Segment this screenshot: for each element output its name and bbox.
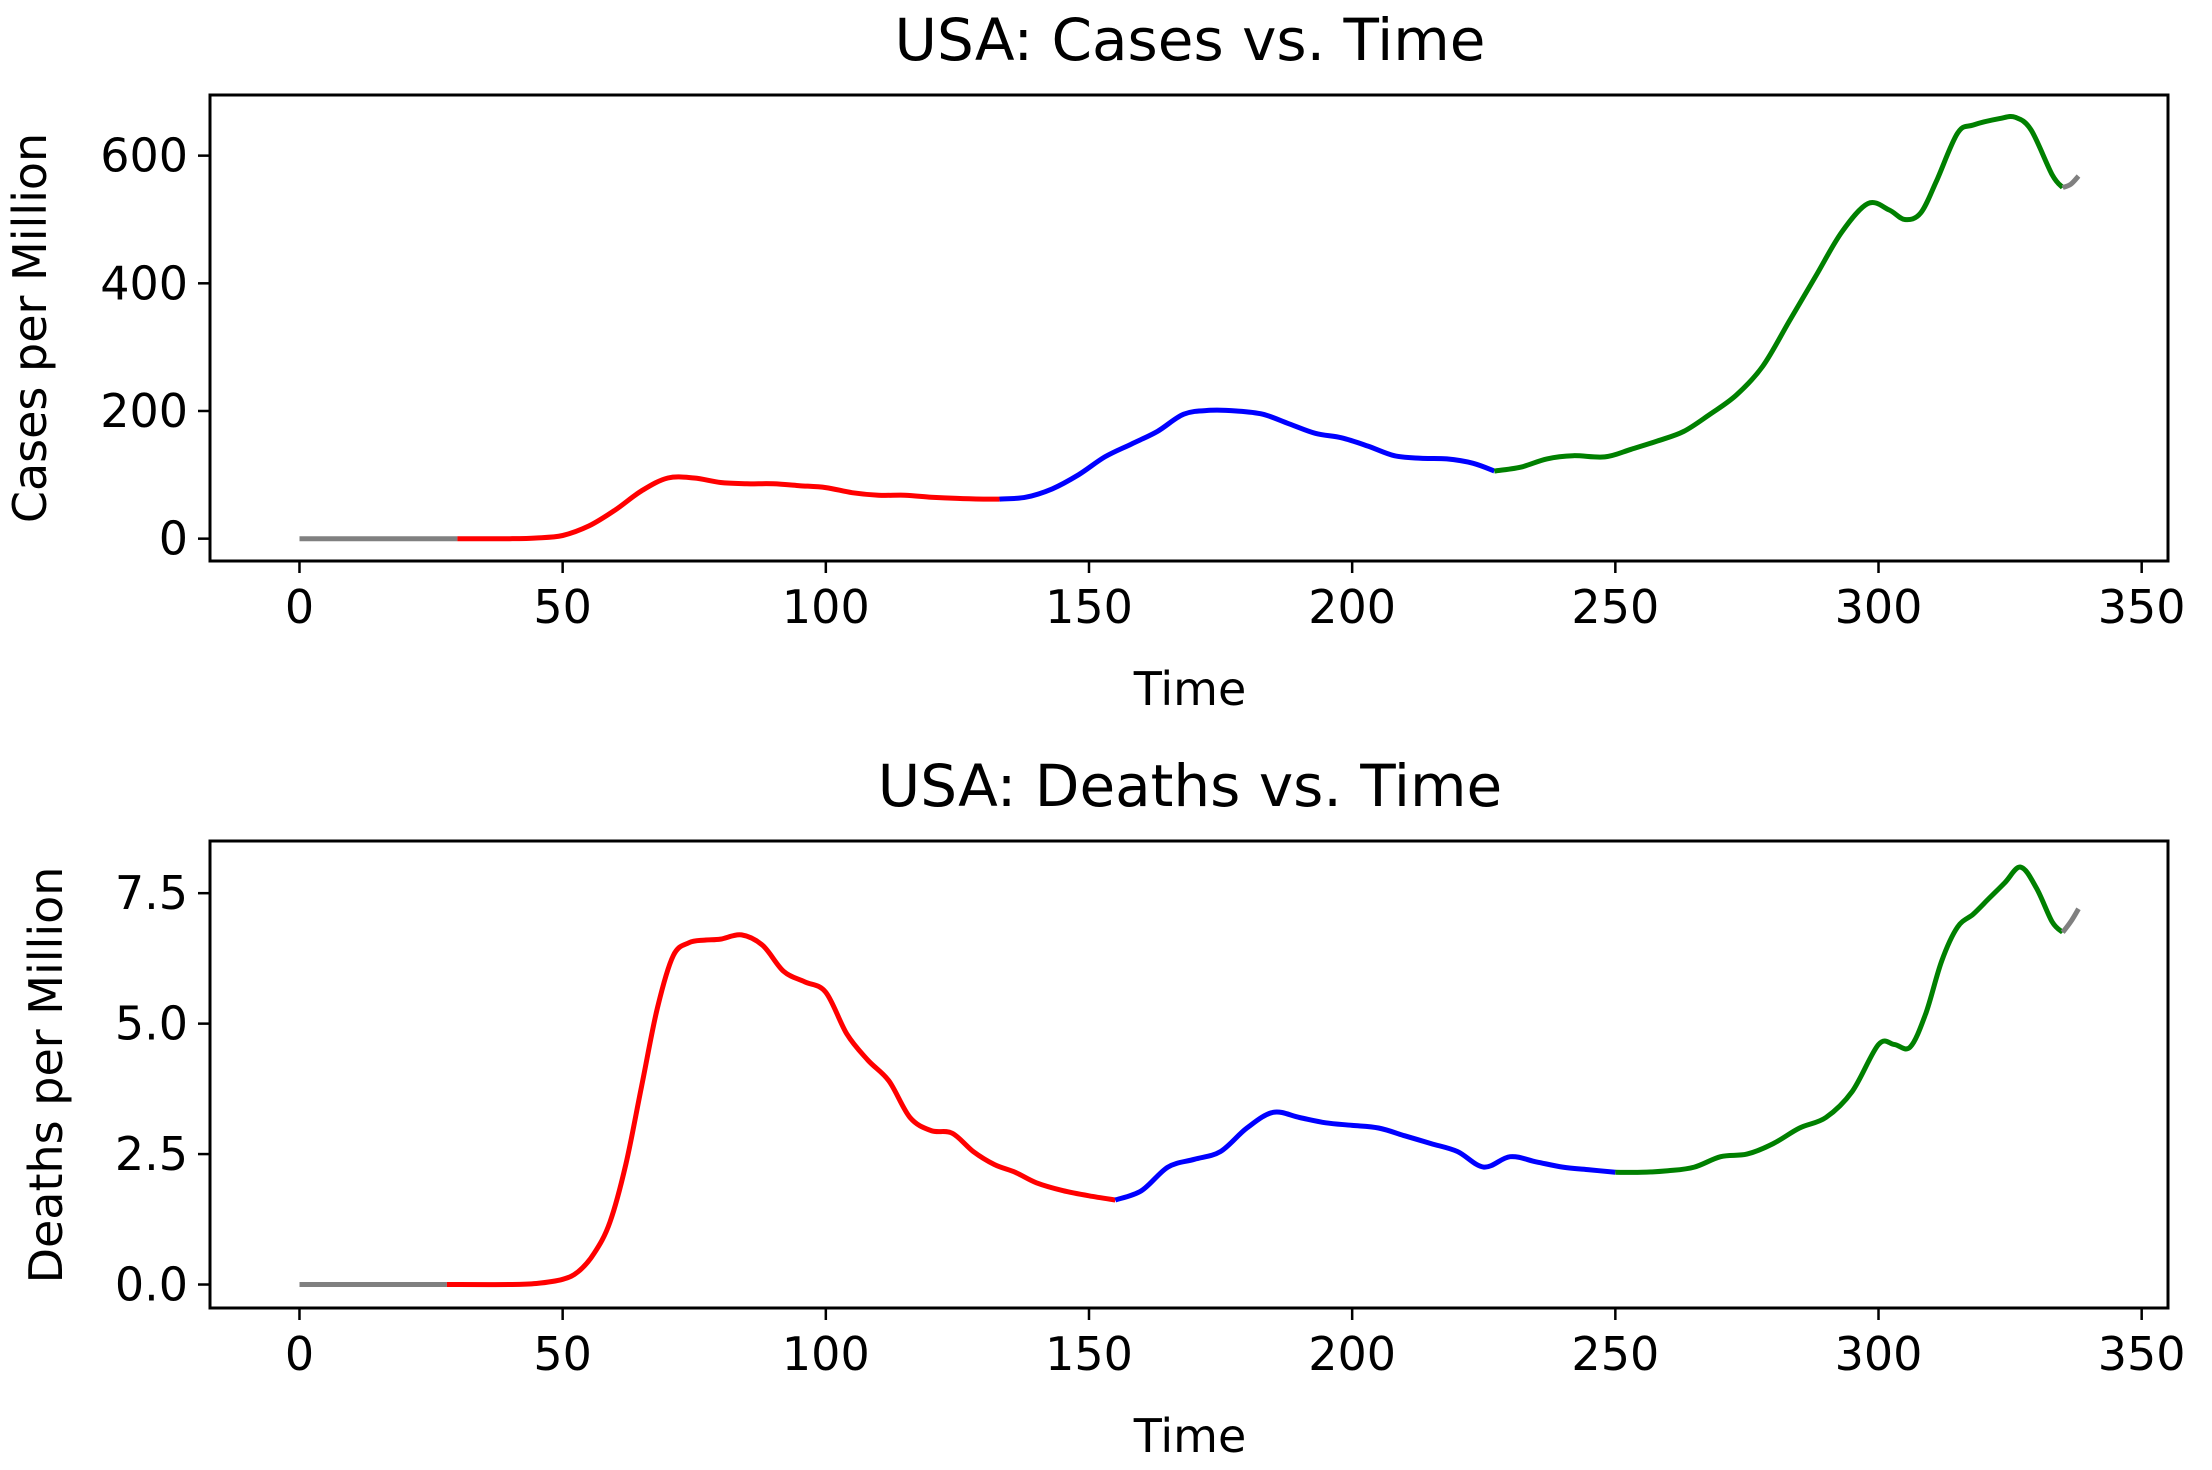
cases-plot-area: 0 50 100 150 200 250 300 350 0 200 400 600 [100, 93, 2186, 634]
cases-chart-panel: USA: Cases vs. Time Time Cases per Milli… [3, 6, 2186, 716]
deaths-x-tick-label: 150 [1045, 1327, 1133, 1381]
deaths-y-tick-label: 5.0 [115, 997, 188, 1051]
cases-y-axis-label: Cases per Million [3, 133, 57, 523]
deaths-x-tick-label: 50 [533, 1327, 592, 1381]
deaths-series-line-blue [1114, 1109, 1616, 1203]
deaths-x-tick-label: 300 [1835, 1327, 1923, 1381]
cases-series-line-green [1493, 114, 2065, 474]
cases-x-axis-label: Time [1133, 662, 1247, 716]
cases-y-tick-label: 200 [100, 384, 188, 438]
cases-x-tick-label: 100 [782, 580, 870, 634]
deaths-x-tick-label: 100 [782, 1327, 870, 1381]
cases-x-tick-label: 250 [1571, 580, 1659, 634]
deaths-series-line-green [1615, 864, 2065, 1175]
deaths-y-axis-label: Deaths per Million [19, 867, 73, 1284]
cases-y-tick-label: 600 [100, 129, 188, 183]
cases-x-tick-label: 200 [1308, 580, 1396, 634]
deaths-series-line-red [446, 932, 1116, 1288]
deaths-chart-panel: USA: Deaths vs. Time Time Deaths per Mil… [19, 752, 2186, 1463]
deaths-chart-title: USA: Deaths vs. Time [878, 752, 1502, 820]
cases-x-tick-label: 350 [2098, 580, 2186, 634]
cases-x-tick-label: 150 [1045, 580, 1133, 634]
cases-x-tick-label: 50 [533, 580, 592, 634]
cases-y-tick-label: 400 [100, 256, 188, 310]
cases-axes-frame [208, 93, 2170, 563]
cases-series-line-blue [999, 407, 1496, 502]
deaths-x-tick-label: 350 [2098, 1327, 2186, 1381]
deaths-x-axis-label: Time [1133, 1409, 1247, 1463]
deaths-x-tick-label: 250 [1571, 1327, 1659, 1381]
deaths-axes-frame [208, 839, 2170, 1310]
cases-series-line-red [457, 474, 1000, 542]
cases-x-tick-label: 0 [285, 580, 314, 634]
cases-series-line-gray [2061, 174, 2081, 190]
cases-x-tick-label: 300 [1835, 580, 1923, 634]
cases-chart-title: USA: Cases vs. Time [895, 6, 1486, 74]
deaths-y-tick-label: 2.5 [115, 1127, 188, 1181]
deaths-y-tick-label: 0.0 [115, 1258, 188, 1312]
deaths-y-tick-label: 7.5 [115, 866, 188, 920]
deaths-x-tick-label: 0 [285, 1327, 314, 1381]
deaths-plot-area: 0 50 100 150 200 250 300 350 0.0 2.5 5.0 7.5 [115, 839, 2186, 1381]
cases-y-tick-label: 0 [159, 512, 188, 566]
deaths-series-line-gray [2060, 907, 2081, 934]
deaths-x-tick-label: 200 [1308, 1327, 1396, 1381]
